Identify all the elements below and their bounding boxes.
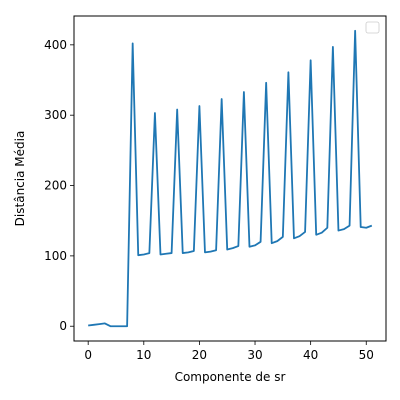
y-tick-label: 200 bbox=[44, 179, 67, 193]
series-line-0 bbox=[88, 29, 373, 328]
y-tick-label: 100 bbox=[44, 249, 67, 263]
x-tick-label: 50 bbox=[359, 348, 374, 362]
x-tick-label: 10 bbox=[136, 348, 151, 362]
y-tick-label: 0 bbox=[59, 319, 67, 333]
x-tick-label: 20 bbox=[192, 348, 207, 362]
legend-box bbox=[365, 21, 380, 34]
x-tick-label: 30 bbox=[247, 348, 262, 362]
y-tick-label: 400 bbox=[44, 38, 67, 52]
plot-frame bbox=[73, 15, 387, 342]
plot-area bbox=[88, 29, 373, 328]
axis-ticks: 0 10 20 30 40 50 0 100 200 300 400 bbox=[44, 38, 374, 362]
x-tick-label: 40 bbox=[303, 348, 318, 362]
y-axis-label: Distância Média bbox=[13, 131, 27, 227]
x-tick-label: 0 bbox=[84, 348, 92, 362]
y-tick-label: 300 bbox=[44, 108, 67, 122]
x-axis-label: Componente de sr bbox=[175, 370, 286, 384]
legend bbox=[365, 21, 380, 34]
